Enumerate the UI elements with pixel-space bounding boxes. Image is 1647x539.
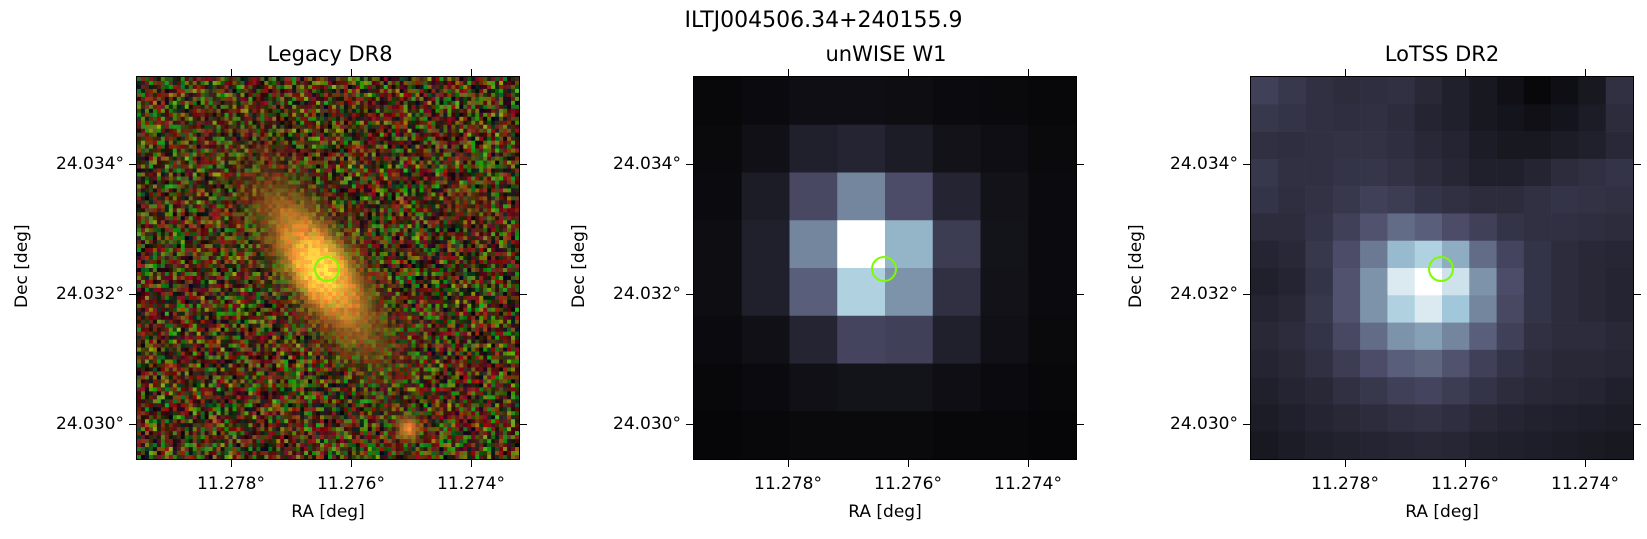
x-tick-mark [351,460,352,467]
x-axis-label: RA [deg] [291,502,365,522]
y-tick-mark [520,164,527,165]
panel-title: LoTSS DR2 [1384,42,1500,66]
y-tick-mark [1634,424,1641,425]
x-tick-mark [231,69,232,76]
y-tick-label: 24.034° [56,154,124,174]
x-tick-mark [908,460,909,467]
x-tick-label: 11.274° [1551,474,1619,494]
y-tick-mark [1634,294,1641,295]
y-axis-label: Dec [deg] [1126,224,1146,308]
x-tick-label: 11.278° [754,474,822,494]
x-tick-label: 11.278° [1311,474,1379,494]
x-tick-mark [1345,69,1346,76]
y-tick-mark [1243,294,1250,295]
x-tick-mark [1465,69,1466,76]
y-tick-label: 24.032° [56,284,124,304]
x-tick-mark [908,69,909,76]
cutout-image [694,77,1076,459]
x-tick-label: 11.276° [317,474,385,494]
panel-title: unWISE W1 [825,42,947,66]
y-tick-mark [129,424,136,425]
image-frame [136,76,520,460]
y-tick-mark [129,294,136,295]
y-tick-label: 24.034° [1170,154,1238,174]
y-tick-mark [686,294,693,295]
y-tick-label: 24.032° [613,284,681,304]
x-tick-label: 11.278° [197,474,265,494]
panel-title: Legacy DR8 [267,42,393,66]
x-tick-mark [351,69,352,76]
y-tick-label: 24.034° [613,154,681,174]
x-tick-mark [1345,460,1346,467]
y-tick-mark [520,294,527,295]
x-axis-label: RA [deg] [1405,502,1479,522]
x-tick-mark [1028,69,1029,76]
x-tick-mark [788,69,789,76]
x-axis-label: RA [deg] [848,502,922,522]
x-tick-mark [1465,460,1466,467]
y-tick-label: 24.030° [1170,414,1238,434]
x-tick-mark [471,69,472,76]
y-tick-label: 24.032° [1170,284,1238,304]
x-tick-mark [1585,460,1586,467]
x-tick-label: 11.274° [994,474,1062,494]
x-tick-mark [1028,460,1029,467]
x-tick-label: 11.274° [437,474,505,494]
image-frame [693,76,1077,460]
x-tick-mark [1585,69,1586,76]
y-tick-mark [686,164,693,165]
y-axis-label: Dec [deg] [569,224,589,308]
source-marker [314,256,340,282]
y-tick-mark [1243,424,1250,425]
x-tick-label: 11.276° [1431,474,1499,494]
x-tick-mark [231,460,232,467]
y-tick-label: 24.030° [613,414,681,434]
y-tick-mark [1243,164,1250,165]
x-tick-mark [471,460,472,467]
y-tick-mark [520,424,527,425]
y-tick-mark [1077,294,1084,295]
cutout-image [1251,77,1633,459]
y-tick-mark [686,424,693,425]
y-tick-mark [1634,164,1641,165]
y-tick-mark [1077,424,1084,425]
figure-title: ILTJ004506.34+240155.9 [684,8,963,33]
y-tick-label: 24.030° [56,414,124,434]
y-tick-mark [129,164,136,165]
x-tick-mark [788,460,789,467]
y-axis-label: Dec [deg] [12,224,32,308]
y-tick-mark [1077,164,1084,165]
source-marker [871,256,897,282]
image-frame [1250,76,1634,460]
source-marker [1428,256,1454,282]
x-tick-label: 11.276° [874,474,942,494]
cutout-image [137,77,519,459]
